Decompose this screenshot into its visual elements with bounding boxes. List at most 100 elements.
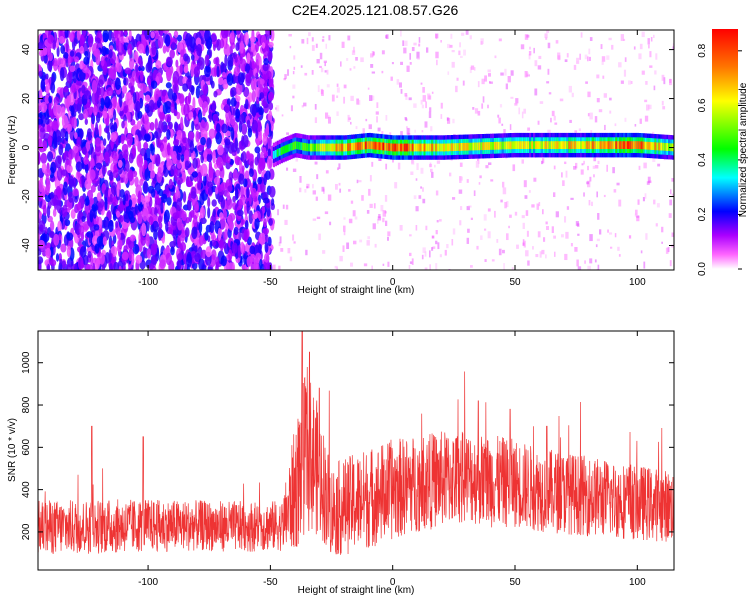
spectrogram-cell — [44, 243, 52, 250]
spectrogram-cell — [289, 45, 292, 49]
spectrogram-cell — [267, 50, 273, 62]
spectrogram-ridge-cell — [378, 142, 381, 150]
spectrogram-cell — [191, 261, 198, 270]
spectrogram-cell — [233, 226, 239, 236]
spectrogram-cell — [617, 246, 620, 251]
spectrogram-cell — [421, 130, 424, 133]
spectrogram-ridge-cell — [323, 143, 326, 152]
spectrogram-cell — [371, 51, 374, 57]
spectrogram-cell — [613, 189, 617, 193]
spectrogram-cell — [194, 123, 200, 131]
spectrogram-cell — [262, 147, 267, 154]
spectrogram-cell — [371, 161, 374, 167]
spectrogram-cell — [420, 186, 423, 189]
spectrogram-cell — [570, 243, 573, 247]
spectrogram-cell — [112, 89, 117, 97]
spectrogram-cell — [321, 39, 325, 42]
spectrogram-cell — [166, 129, 171, 140]
spectrogram-cell — [224, 103, 230, 114]
spectrogram-cell — [121, 120, 125, 129]
spectrogram-cell — [52, 39, 57, 51]
spectrogram-ridge-cell — [570, 141, 573, 149]
spectrogram-cell — [105, 251, 110, 264]
spectrogram-cell — [89, 209, 94, 223]
spectrogram-cell — [385, 163, 388, 170]
spectrogram-ridge-cell — [306, 143, 309, 152]
spectrogram-cell — [184, 149, 190, 161]
spectrogram-cell — [542, 209, 544, 215]
spectrogram-cell — [369, 175, 372, 182]
spectrogram-cell — [112, 95, 117, 108]
spectrogram-ridge-cell — [546, 141, 549, 149]
spectrogram-cell — [580, 32, 583, 38]
spectrogram-cell — [56, 45, 60, 58]
spectrogram-cell — [176, 129, 183, 140]
spectrogram-cell — [153, 131, 159, 139]
spectrogram-cell — [139, 178, 144, 186]
spectrogram-cell — [391, 62, 394, 65]
spectrogram-cell — [543, 237, 546, 242]
spectrogram-cell — [532, 246, 534, 250]
spectrogram-cell — [250, 60, 257, 70]
spectrogram-cell — [365, 118, 368, 122]
spectrogram-cell — [648, 44, 650, 49]
spectrogram-cell — [248, 168, 254, 178]
spectrogram-cell — [112, 155, 119, 165]
spectrogram-cell — [221, 123, 228, 134]
spectrogram-ridge-cell — [364, 141, 367, 150]
spectrogram-cell — [46, 263, 51, 270]
spectrogram-cell — [609, 110, 612, 114]
spectrogram-cell — [373, 203, 376, 209]
spectrogram-cell — [650, 37, 653, 42]
spectrogram-cell — [374, 243, 377, 248]
spectrogram-cell — [230, 86, 237, 97]
spectrogram-cell — [141, 30, 146, 37]
spectrogram-cell — [510, 70, 514, 76]
spectrogram-cell — [190, 85, 195, 96]
spectrogram-cell — [216, 156, 223, 169]
spectrogram-cell — [115, 220, 119, 229]
spectrogram-cell — [290, 105, 293, 112]
spectrogram-cell — [411, 47, 415, 52]
colorbar-ticks: 0.0 0.2 0.4 0.6 0.8 — [697, 43, 742, 276]
spectrogram-cell — [72, 188, 79, 197]
spectrogram-cell — [239, 159, 243, 174]
chart-title: C2E4.2025.121.08.57.G26 — [291, 2, 459, 18]
snr-panel: -100 -50 0 50 100 200 400 600 800 1000 Height of… — [7, 330, 675, 596]
spectrogram-ridge-cell — [572, 141, 575, 149]
spectrogram-cell — [573, 64, 577, 70]
spectrogram-cell — [462, 80, 465, 86]
spectrogram-cell — [634, 124, 637, 127]
spectrogram-cell — [425, 225, 428, 231]
spectrogram-cell — [144, 30, 151, 41]
spectrogram-ridge-cell — [640, 141, 643, 150]
spectrogram-cell — [435, 33, 439, 39]
spectrogram-cell — [611, 44, 614, 50]
spectrogram-cell — [408, 265, 411, 269]
spectrogram-cell — [191, 171, 198, 178]
spectrogram-cell — [669, 78, 672, 84]
spectrogram-cell — [593, 156, 597, 162]
spectrogram-cell — [278, 265, 281, 270]
spectrogram-cell — [258, 157, 266, 171]
spectrogram-cell — [381, 70, 384, 74]
spectrogram-cell — [413, 195, 417, 200]
spectrogram-ridge-cell — [386, 143, 389, 151]
spectrogram-cell — [243, 159, 248, 167]
spectrogram-cell — [151, 188, 156, 198]
spectrogram-cell — [208, 166, 214, 179]
spectrogram-cell — [429, 264, 431, 270]
spectrogram-cell — [396, 79, 400, 85]
spectrogram-cell — [614, 123, 617, 127]
spectrogram-cell — [94, 243, 100, 254]
spectrogram-ridge-cell — [272, 151, 275, 159]
spectrogram-cell — [50, 259, 57, 267]
spectrogram-cell — [439, 219, 442, 222]
spectrogram-cell — [506, 201, 509, 208]
spectrogram-cell — [150, 243, 158, 256]
spectrogram-cell — [266, 155, 273, 170]
spectrogram-cell — [234, 56, 238, 63]
spectrogram-cell — [106, 59, 112, 67]
spectrogram-ridge-cell — [374, 141, 377, 150]
spectrogram-ridge-cell — [313, 143, 317, 152]
